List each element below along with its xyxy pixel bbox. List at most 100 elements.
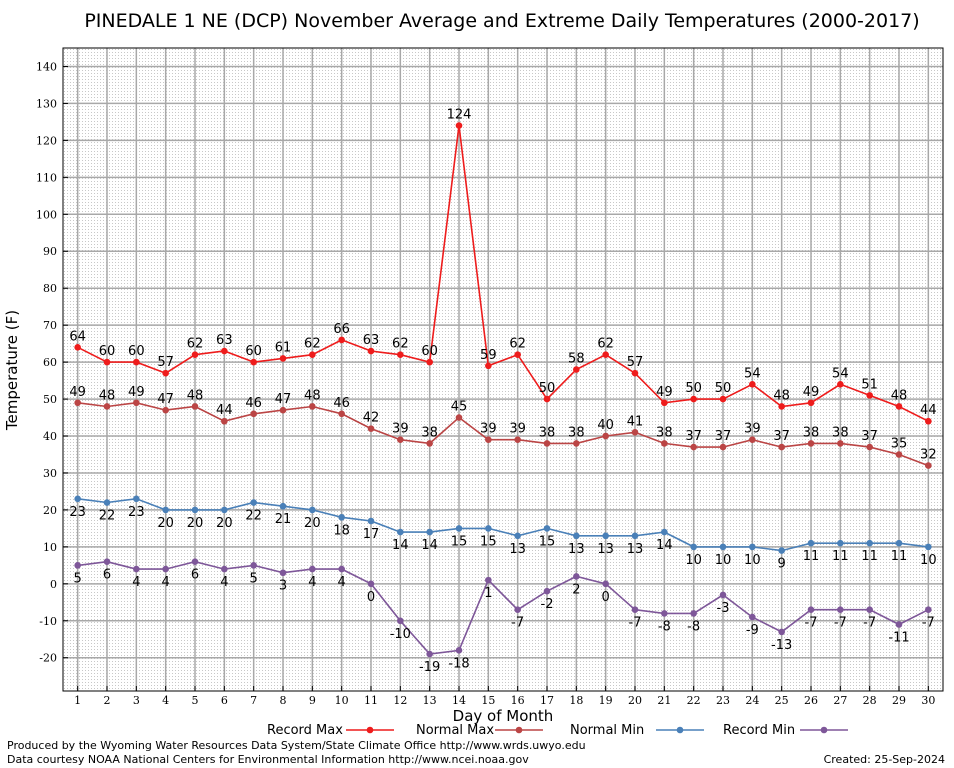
x-tick-label: 15 [481,694,495,707]
normal-min-value-label: 13 [597,542,614,557]
normal-min-value-label: 15 [480,534,497,549]
normal-max-value-label: 42 [363,411,380,426]
record-min-point [602,580,609,588]
y-tick-label: 110 [36,171,57,184]
record-min-value-label: -19 [419,660,440,675]
series-layer [74,122,932,658]
normal-min-value-label: 13 [627,542,644,557]
normal-min-value-label: 20 [187,516,204,531]
normal-max-value-label: 39 [509,422,526,437]
record-max-point [191,351,199,359]
normal-max-point [749,436,756,444]
record-min-value-label: -7 [805,616,818,631]
record-min-point [573,573,580,580]
normal-max-point [426,440,433,447]
footer-producer: Produced by the Wyoming Water Resources … [7,739,586,752]
normal-max-value-label: 37 [861,429,878,444]
record-min-point [250,562,257,569]
x-tick-label: 26 [804,694,818,707]
record-min-value-label: -7 [922,616,935,631]
normal-min-point [837,539,844,547]
legend-label-normal-max: Normal Max [416,723,494,738]
x-tick-label: 22 [687,694,701,707]
record-max-value-label: 51 [861,377,878,392]
record-max-point [279,355,287,362]
normal-max-point [162,406,169,414]
normal-max-point [133,399,140,407]
record-max-point [455,122,463,129]
normal-max-point [719,443,727,451]
normal-max-point [895,451,903,458]
record-max-point [837,380,844,388]
normal-max-value-label: 35 [891,436,908,451]
y-tick-label: 70 [43,319,57,332]
y-axis-ticks: -20 -10 0 10 20 30 40 50 60 70 80 90 100 110 120 130 140 [36,60,68,665]
record-max-point [719,395,727,403]
normal-max-point [338,410,345,418]
record-max-value-label: 57 [157,355,174,370]
record-max-point [925,417,932,425]
record-min-value-label: 4 [162,575,170,590]
record-max-point [661,399,668,407]
normal-max-line [77,401,929,467]
normal-min-point [895,539,903,547]
record-max-value-label: 57 [627,355,644,370]
record-max-value-label: 62 [509,337,526,352]
normal-min-value-label: 14 [421,538,438,553]
legend-label-record-max: Record Max [267,723,343,738]
y-axis-label: Temperature (F) [3,310,21,431]
x-tick-label: 13 [423,694,437,707]
normal-min-point [631,532,639,540]
x-tick-label: 23 [716,694,730,707]
normal-max-value-label: 39 [480,422,497,437]
normal-max-point [602,432,609,440]
normal-min-value-label: 11 [832,549,849,564]
x-tick-label: 11 [364,694,378,707]
normal-min-value-label: 11 [861,549,878,564]
normal-max-point [925,462,932,469]
y-tick-label: 30 [43,467,57,480]
y-tick-label: -10 [39,615,57,628]
normal-max-value-label: 47 [275,392,292,407]
record-max-value-label: 63 [216,333,233,348]
x-tick-label: 29 [892,694,906,707]
x-tick-label: 9 [309,694,316,707]
record-max-point [866,392,873,399]
normal-min-value-label: 23 [69,505,86,520]
record-min-point [778,628,785,636]
normal-max-value-label: 38 [656,425,673,440]
x-tick-label: 16 [511,694,525,707]
normal-min-value-label: 10 [685,553,702,568]
record-min-point [661,610,668,617]
record-max-value-label: 62 [304,337,321,352]
normal-min-point [367,517,375,525]
record-max-value-label: 60 [128,344,145,359]
normal-min-value-label: 22 [99,509,116,524]
record-min-point [514,606,521,614]
normal-min-value-label: 14 [392,538,409,553]
record-max-point [338,336,345,344]
normal-min-value-label: 20 [304,516,321,531]
normal-max-point [309,403,316,410]
record-min-value-label: 4 [338,575,346,590]
normal-max-value-label: 40 [597,418,614,433]
normal-max-point [514,436,521,444]
record-max-value-label: 60 [245,344,262,359]
normal-min-value-label: 15 [451,534,468,549]
record-min-point [631,606,639,614]
normal-max-point [690,443,697,451]
record-max-value-label: 59 [480,348,497,363]
normal-max-value-label: 48 [187,388,204,403]
record-min-value-label: -3 [717,601,730,616]
normal-min-point [573,532,580,540]
x-tick-label: 19 [599,694,613,707]
record-min-point [133,565,140,573]
record-max-value-label: 63 [363,333,380,348]
x-tick-label: 7 [250,694,257,707]
record-max-value-label: 60 [99,344,116,359]
record-min-line [77,560,929,655]
record-max-point [426,358,433,366]
y-tick-label: 120 [36,134,57,147]
record-min-point [162,565,169,573]
